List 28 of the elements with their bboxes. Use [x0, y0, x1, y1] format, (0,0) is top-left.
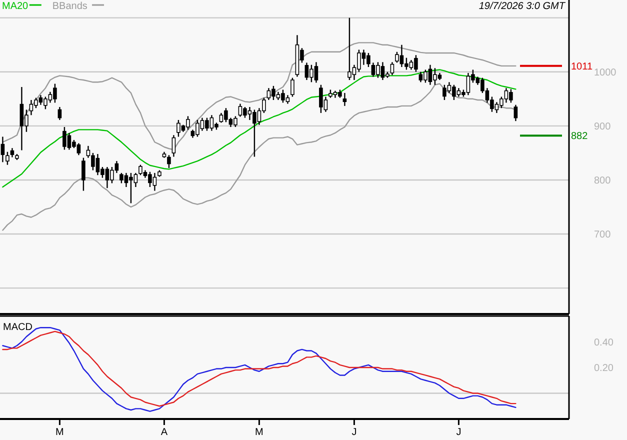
- annotation: 19/7/2026 3:0 GMT: [478, 1, 566, 12]
- candlestick: [82, 157, 86, 192]
- y-tick-label: 900: [594, 121, 612, 132]
- candlestick: [290, 77, 294, 98]
- y-tick-label: 800: [594, 175, 612, 186]
- x-tick-label: M: [255, 427, 264, 438]
- x-tick-label: J: [352, 427, 357, 438]
- ref-line-label: 882: [571, 131, 588, 142]
- candlestick: [390, 62, 394, 76]
- candlestick: [0, 136, 5, 163]
- candlestick: [514, 104, 518, 122]
- y-tick-label: 0.20: [594, 363, 614, 374]
- ref-line-label: 1011: [571, 61, 593, 72]
- y-tick-label: 700: [594, 230, 612, 241]
- candlestick: [172, 134, 176, 158]
- legend-label: BBands: [52, 1, 88, 12]
- candlestick: [6, 151, 10, 166]
- line-series: [2, 83, 516, 231]
- y-tick-label: 1000: [594, 67, 617, 78]
- candlestick: [10, 147, 14, 158]
- candlestick: [167, 154, 171, 169]
- x-tick-label: A: [160, 427, 168, 438]
- x-tick-label: J: [456, 427, 462, 438]
- x-tick-label: M: [56, 427, 64, 438]
- candlestick: [342, 92, 347, 107]
- y-tick-label: 0.40: [594, 337, 614, 348]
- legend-label: MA20: [2, 1, 29, 12]
- text: MACD: [3, 322, 32, 333]
